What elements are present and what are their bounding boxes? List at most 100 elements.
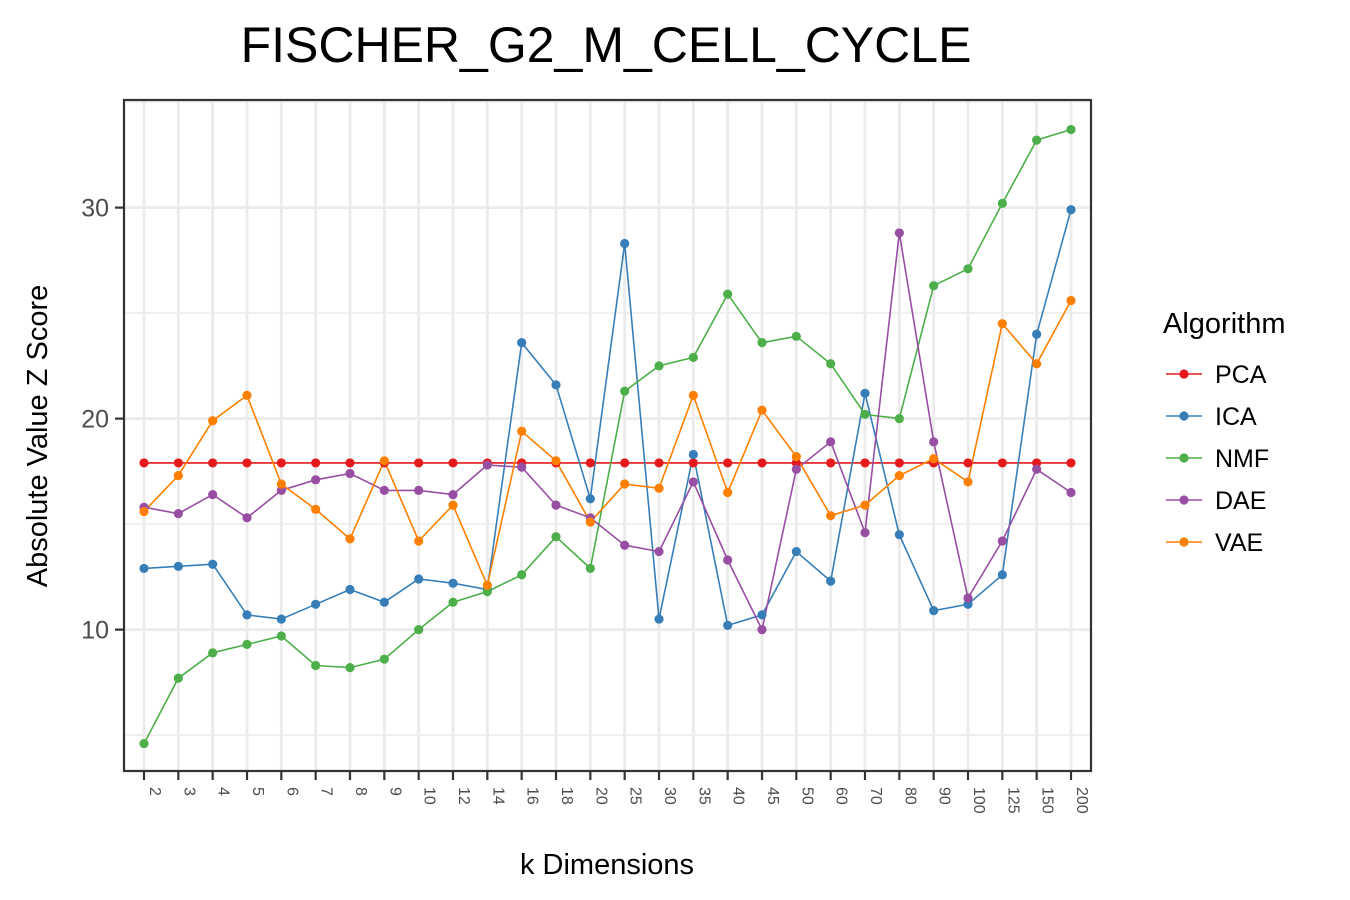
x-tick-label: 45 (764, 787, 781, 805)
data-point-dae (551, 500, 561, 510)
data-point-ica (791, 546, 801, 557)
legend-item-pca: PCA (1166, 361, 1267, 389)
data-point-dae (242, 513, 252, 523)
x-tick-label: 14 (489, 787, 506, 805)
legend-items: PCA ICA NMF DAE VAE (1166, 361, 1269, 557)
data-point-dae (345, 468, 355, 479)
data-point-vae (826, 511, 836, 521)
data-point-pca (791, 458, 801, 468)
data-point-nmf (585, 563, 595, 574)
data-point-nmf (929, 281, 939, 291)
data-point-ica (208, 559, 218, 569)
data-point-vae (585, 517, 595, 527)
data-point-nmf (791, 331, 801, 341)
data-point-ica (345, 584, 355, 595)
data-point-nmf (482, 587, 492, 597)
data-point-nmf (448, 597, 458, 607)
data-point-dae (620, 540, 630, 550)
data-point-pca (345, 458, 355, 468)
data-point-vae (517, 426, 527, 436)
x-tick-label: 35 (695, 787, 712, 805)
data-point-vae (963, 477, 973, 487)
data-point-dae (860, 527, 870, 538)
legend-item-ica: ICA (1166, 403, 1257, 431)
data-point-vae (414, 536, 424, 546)
y-tick-label: 10 (81, 617, 109, 645)
data-point-dae (826, 437, 836, 447)
data-point-vae (1066, 295, 1076, 306)
x-tick-label: 16 (524, 787, 541, 805)
data-point-pca (894, 458, 904, 468)
data-point-nmf (620, 386, 630, 396)
x-axis: 2 3 4 5 6 7 8 9 10 12 14 16 18 20 25 30 35 40 45 50 60 70 80 90… (142, 771, 1090, 814)
data-point-pca (242, 458, 252, 468)
data-point-vae (311, 504, 321, 514)
data-point-vae (208, 416, 218, 426)
x-tick-label: 4 (215, 787, 232, 796)
data-point-dae (448, 489, 458, 500)
data-point-vae (860, 500, 870, 510)
data-point-nmf (517, 570, 527, 580)
x-tick-label: 100 (970, 787, 987, 814)
data-point-dae (688, 477, 698, 487)
x-tick-label: 7 (318, 787, 335, 796)
data-point-pca (654, 458, 664, 468)
x-tick-label: 3 (180, 787, 197, 796)
y-axis-title: Absolute Value Z Score (22, 285, 54, 588)
x-tick-label: 20 (592, 787, 609, 805)
data-point-nmf (242, 639, 252, 649)
data-point-pca (723, 458, 733, 468)
plot-panel-border (122, 98, 1093, 773)
data-point-dae (757, 625, 767, 635)
data-point-ica (654, 614, 664, 624)
data-point-vae (1032, 359, 1042, 369)
data-point-nmf (997, 198, 1007, 208)
series-line-vae (143, 300, 1072, 588)
data-point-nmf (345, 663, 355, 673)
data-point-nmf (688, 352, 698, 363)
data-point-nmf (414, 625, 424, 635)
data-point-vae (791, 452, 801, 462)
x-tick-label: 9 (386, 787, 403, 796)
data-point-dae (929, 437, 939, 447)
data-point-dae (482, 460, 492, 470)
data-point-vae (929, 454, 939, 464)
data-point-dae (894, 228, 904, 238)
data-point-pca (1066, 458, 1076, 468)
data-point-dae (311, 475, 321, 485)
data-point-ica (517, 338, 527, 348)
data-point-nmf (826, 359, 836, 369)
data-point-ica (723, 620, 733, 631)
legend-marker-vae (1179, 537, 1189, 547)
data-point-ica (448, 578, 458, 588)
data-point-dae (654, 546, 664, 557)
chart-title: FISCHER_G2_M_CELL_CYCLE (241, 17, 972, 73)
data-point-vae (139, 506, 149, 517)
data-point-nmf (551, 532, 561, 542)
y-tick-label: 20 (81, 406, 109, 434)
data-point-ica (860, 388, 870, 398)
x-tick-label: 80 (901, 787, 918, 805)
legend-label-vae: VAE (1215, 529, 1263, 557)
data-point-pca (1032, 458, 1042, 468)
x-tick-label: 25 (627, 787, 644, 805)
x-tick-label: 12 (455, 787, 472, 805)
data-point-pca (620, 458, 630, 468)
data-point-vae (379, 456, 389, 466)
data-point-vae (482, 580, 492, 590)
data-point-pca (173, 458, 183, 468)
data-point-pca (208, 458, 218, 468)
legend-marker-pca (1179, 369, 1189, 379)
data-point-pca (997, 458, 1007, 468)
data-point-dae (723, 555, 733, 565)
data-point-ica (379, 597, 389, 607)
data-point-pca (688, 458, 698, 468)
data-point-ica (276, 614, 286, 624)
x-tick-label: 200 (1073, 787, 1090, 814)
data-point-ica (1066, 205, 1076, 215)
data-point-nmf (860, 409, 870, 419)
data-point-ica (826, 576, 836, 586)
x-tick-label: 30 (661, 787, 678, 805)
data-point-dae (791, 464, 801, 474)
